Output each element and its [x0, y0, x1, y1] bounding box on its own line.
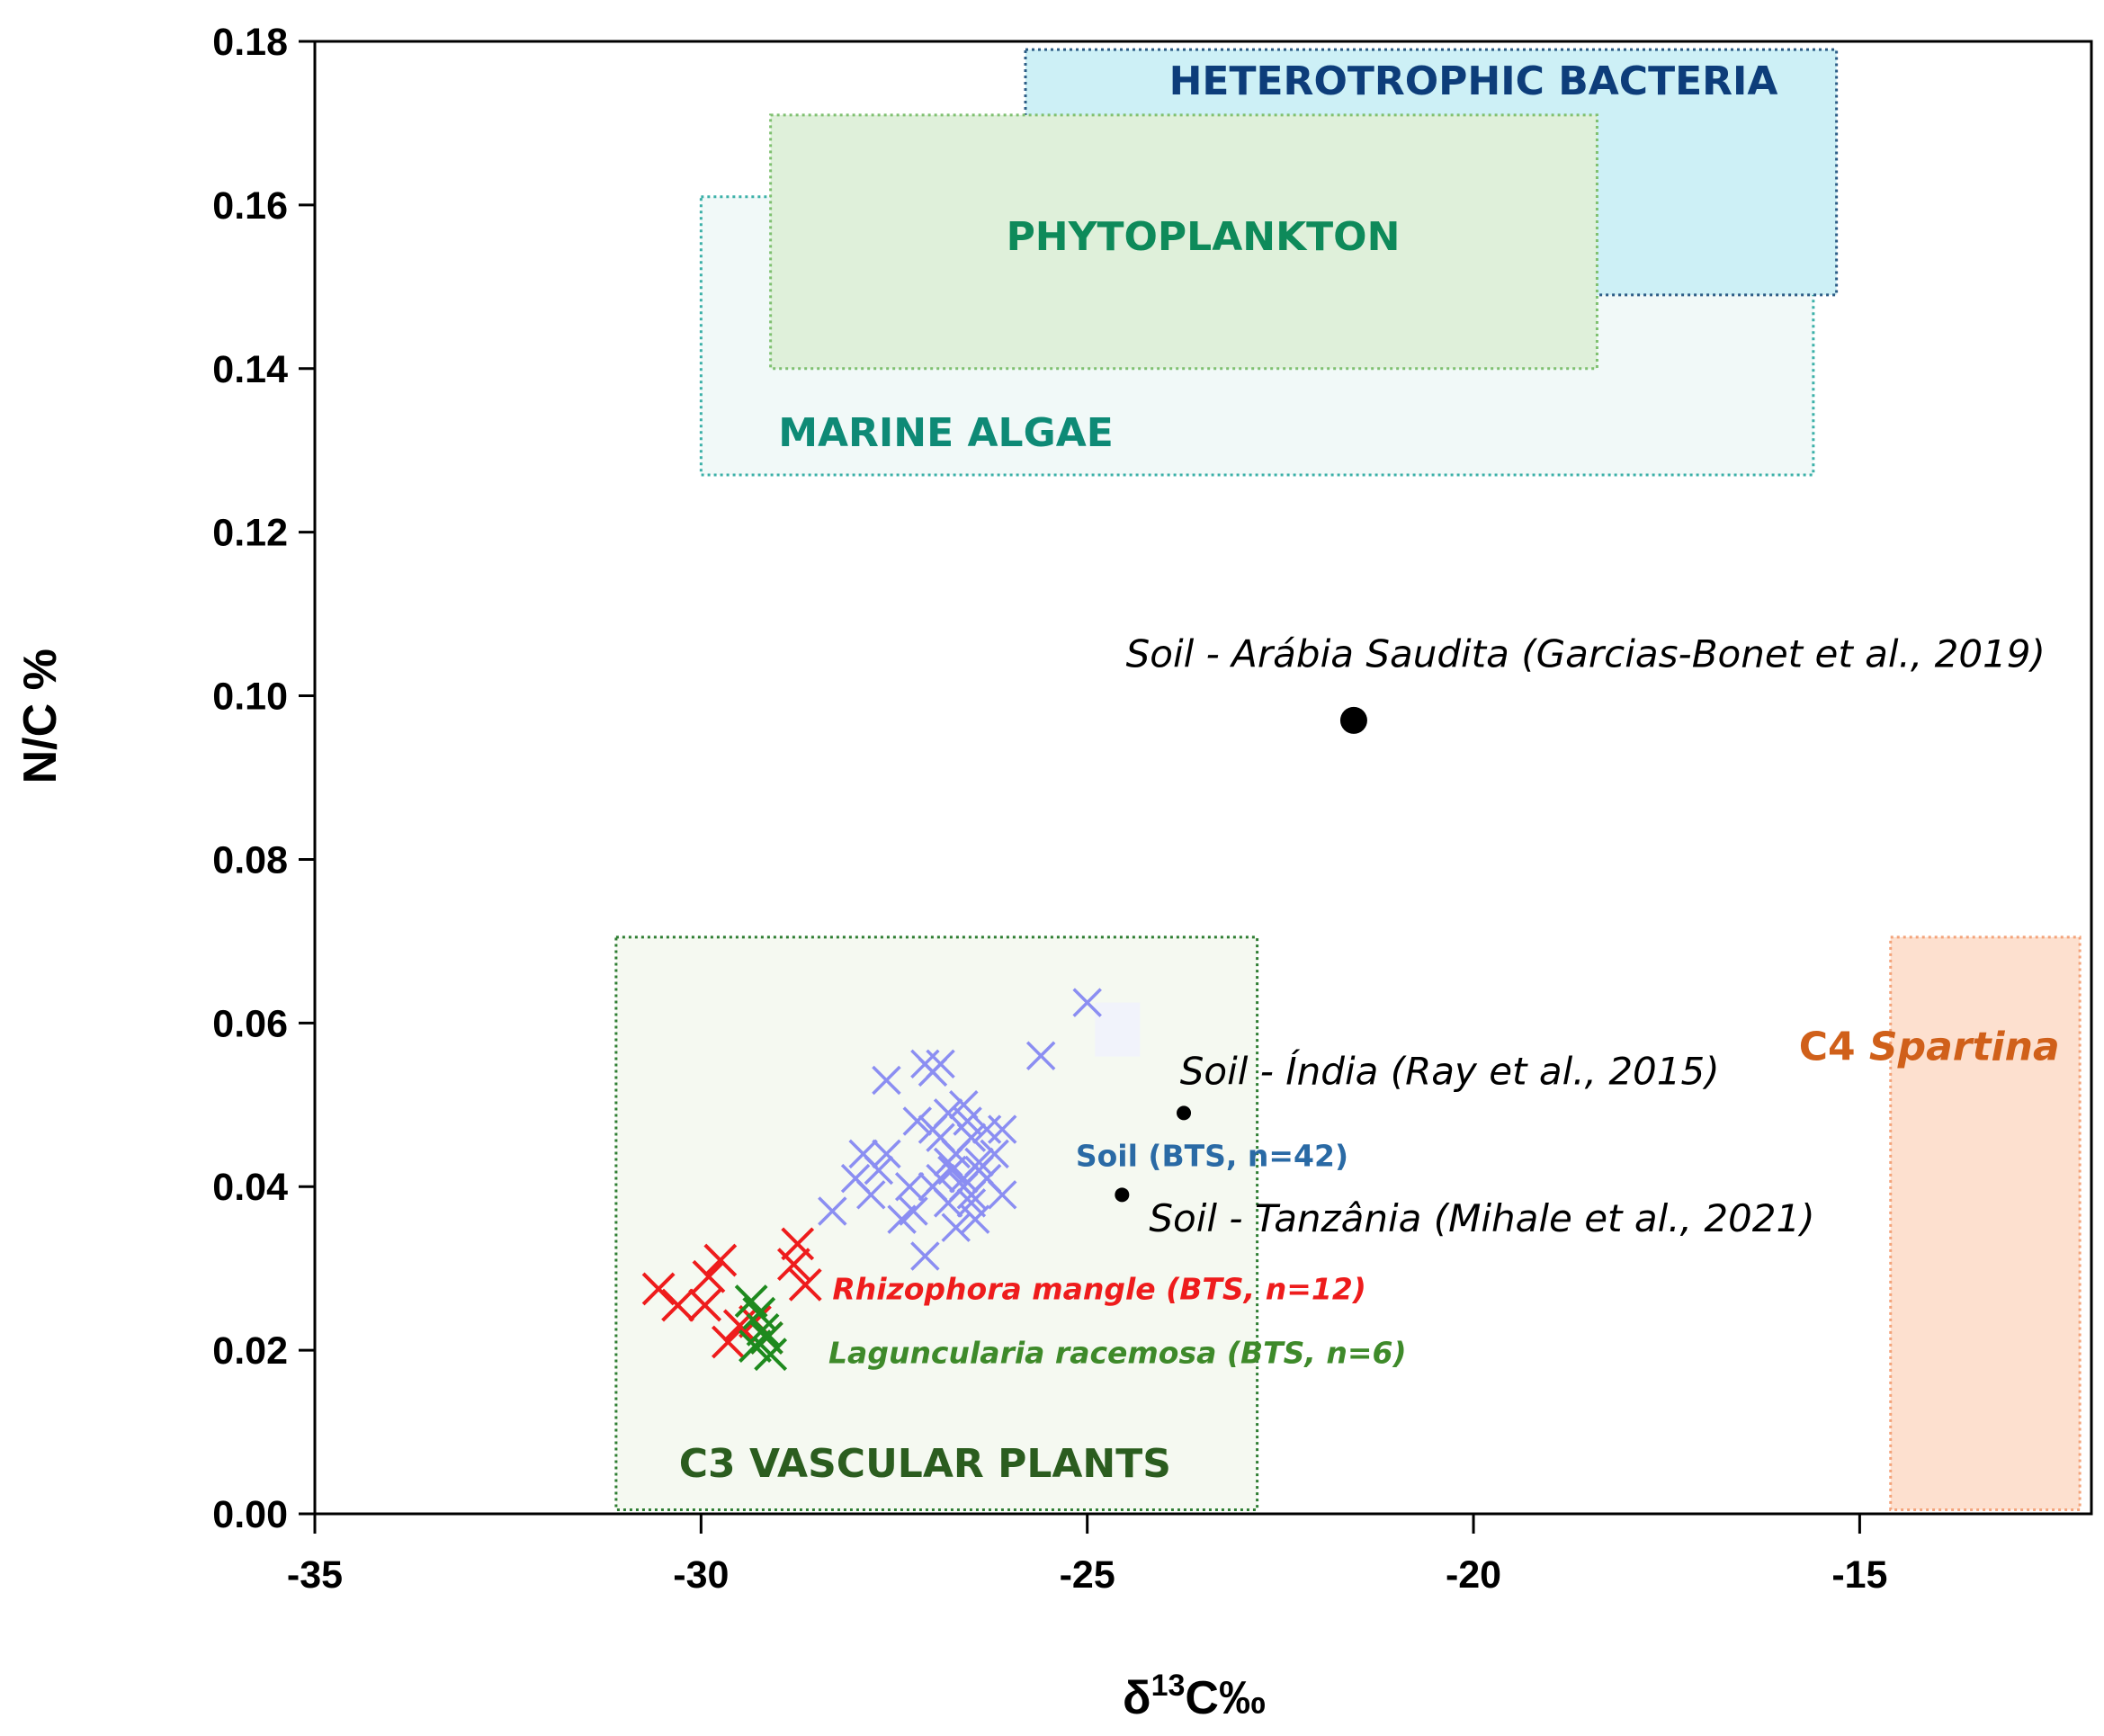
data-point: [949, 1090, 979, 1120]
data-point: [692, 1259, 726, 1293]
region-label-c3-vascular-plants: C3 VASCULAR PLANTS: [679, 1441, 1171, 1487]
x-axis-title: δ13C‰: [1123, 1669, 1266, 1724]
y-tick-label: 0.08: [212, 838, 288, 881]
reference-point-soil-tanzania: [1115, 1187, 1130, 1203]
data-point: [641, 1272, 676, 1306]
data-point: [1025, 1041, 1056, 1070]
y-tick-label: 0.16: [212, 184, 288, 228]
data-point: [872, 1065, 901, 1096]
data-point: [956, 1180, 987, 1210]
region-label-c4-spartina: C4 Spartina: [1799, 1024, 2060, 1069]
data-point: [781, 1227, 815, 1261]
data-point: [941, 1213, 971, 1242]
data-point: [933, 1098, 963, 1128]
region-label-layer: MARINE ALGAE HETEROTROPHIC BACTERIA PHYTOP…: [679, 58, 2060, 1487]
data-point: [864, 1155, 894, 1186]
data-point: [918, 1057, 948, 1087]
y-axis-title: N/C %: [14, 649, 67, 783]
data-point: [688, 1288, 722, 1322]
y-tick-label: 0.04: [212, 1166, 288, 1209]
reference-label-soil-india: Soil - Índia (Ray et al., 2015): [1180, 1049, 1720, 1094]
points-layer: Soil (BTS, n=42) Rhizophora mangle (BTS, …: [641, 632, 2046, 1372]
data-point: [899, 1196, 928, 1226]
legend-patch: [1095, 1002, 1141, 1057]
data-point: [739, 1329, 772, 1363]
region-layer: [614, 48, 2082, 1511]
data-point: [754, 1338, 788, 1372]
y-tick-label: 0.00: [212, 1493, 288, 1536]
y-tick-label: 0.12: [212, 512, 288, 555]
y-tick-label: 0.18: [212, 21, 288, 64]
data-point: [818, 1196, 847, 1226]
plot-frame: [313, 40, 2093, 1516]
reference-label-soil-arabia: Soil - Arábia Saudita (Garcias-Bonet et …: [1126, 632, 2046, 676]
reference-point-soil-arabia: [1339, 706, 1367, 734]
region-label-phytoplankton: PHYTOPLANKTON: [1007, 214, 1401, 260]
region-c4-spartina: [1889, 935, 2082, 1511]
data-point: [856, 1180, 886, 1210]
data-point: [941, 1139, 971, 1169]
series-label-0: Soil (BTS, n=42): [1076, 1138, 1348, 1173]
data-point: [988, 1114, 1017, 1144]
data-point: [956, 1188, 987, 1218]
series-label-2: Laguncularia racemosa (BTS, n=6): [828, 1336, 1407, 1371]
data-point: [894, 1171, 925, 1202]
series-label-1: Rhizophora mangle (BTS, n=12): [832, 1272, 1366, 1307]
data-point: [910, 1241, 940, 1271]
data-point: [711, 1325, 745, 1359]
region-label-heterotrophic-bacteria: HETEROTROPHIC BACTERIA: [1169, 58, 1778, 104]
data-point: [776, 1248, 810, 1282]
x-tick-label: -20: [1446, 1553, 1501, 1597]
y-tick-label: 0.06: [212, 1002, 288, 1045]
data-point: [988, 1180, 1017, 1210]
data-point: [933, 1188, 963, 1218]
data-point: [746, 1312, 780, 1347]
data-point: [971, 1114, 1002, 1144]
x-tick-label: -15: [1831, 1553, 1887, 1597]
x-tick-label: -25: [1060, 1553, 1115, 1597]
data-point: [703, 1243, 738, 1277]
x-tick-label: -30: [673, 1553, 729, 1597]
series-0: Soil (BTS, n=42): [818, 988, 1348, 1271]
region-phytoplankton: [769, 113, 1598, 371]
data-point: [960, 1204, 990, 1234]
x-tick-label: -35: [287, 1553, 343, 1597]
data-point: [872, 1139, 901, 1169]
axes-layer: 0.00 0.02 0.04 0.06 0.08 0.10 0.12 0.14 0.16 0.18…: [212, 21, 2093, 1597]
data-point: [1072, 988, 1102, 1017]
data-point: [953, 1106, 982, 1136]
data-point: [902, 1106, 933, 1136]
region-c3-vascular-plants: [614, 935, 1259, 1511]
reference-label-soil-tanzania: Soil - Tanzânia (Mihale et al., 2021): [1149, 1196, 1814, 1240]
y-tick-label: 0.10: [212, 676, 288, 719]
y-tick-label: 0.02: [212, 1329, 288, 1373]
data-point: [788, 1267, 822, 1302]
series-2: Laguncularia racemosa (BTS, n=6): [734, 1284, 1407, 1372]
data-point: [937, 1155, 967, 1186]
reference-point-soil-india: [1177, 1105, 1192, 1121]
region-label-marine-algae: MARINE ALGAE: [778, 410, 1114, 456]
data-point: [661, 1288, 695, 1322]
data-point: [980, 1139, 1009, 1169]
y-tick-label: 0.14: [212, 348, 288, 391]
